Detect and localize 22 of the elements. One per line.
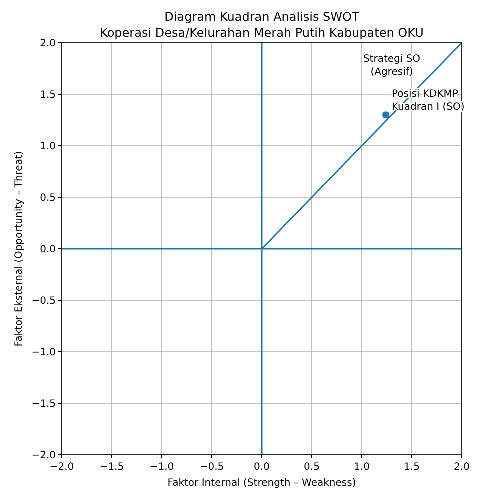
y-axis-title: Faktor Eksternal (Opportunity – Threat) xyxy=(14,151,25,347)
x-tick-label: −1.0 xyxy=(150,462,174,473)
x-tick-label: 2.0 xyxy=(454,462,470,473)
x-tick-label: 1.0 xyxy=(354,462,370,473)
y-tick-label: −2.0 xyxy=(32,450,56,462)
y-tick-label: 2.0 xyxy=(40,38,56,50)
x-axis-title: Faktor Internal (Strength – Weakness) xyxy=(168,478,356,489)
chart-title: Diagram Kuadran Analisis SWOT Koperasi Desa/Kelurahan Merah Putih Kabupaten OKU xyxy=(100,10,424,40)
x-tick-label: 0.0 xyxy=(254,462,270,473)
y-tick-label: 1.5 xyxy=(40,90,56,101)
annotation: Strategi SO (Agresif) xyxy=(363,54,421,78)
x-tick-label: 1.5 xyxy=(404,462,420,473)
y-tick-label: −1.0 xyxy=(32,348,56,358)
x-tick-label: −2.0 xyxy=(50,462,74,473)
x-tick-label: −1.5 xyxy=(100,462,124,473)
y-tick-label: −1.5 xyxy=(32,399,56,410)
y-tick-label: −0.5 xyxy=(32,296,56,307)
y-tick-label: 0.0 xyxy=(40,244,56,256)
x-tick-label: −0.5 xyxy=(200,462,224,473)
x-tick-label: 0.5 xyxy=(304,462,320,473)
y-tick-label: 0.5 xyxy=(40,193,56,204)
y-tick-label: 1.0 xyxy=(40,142,56,152)
